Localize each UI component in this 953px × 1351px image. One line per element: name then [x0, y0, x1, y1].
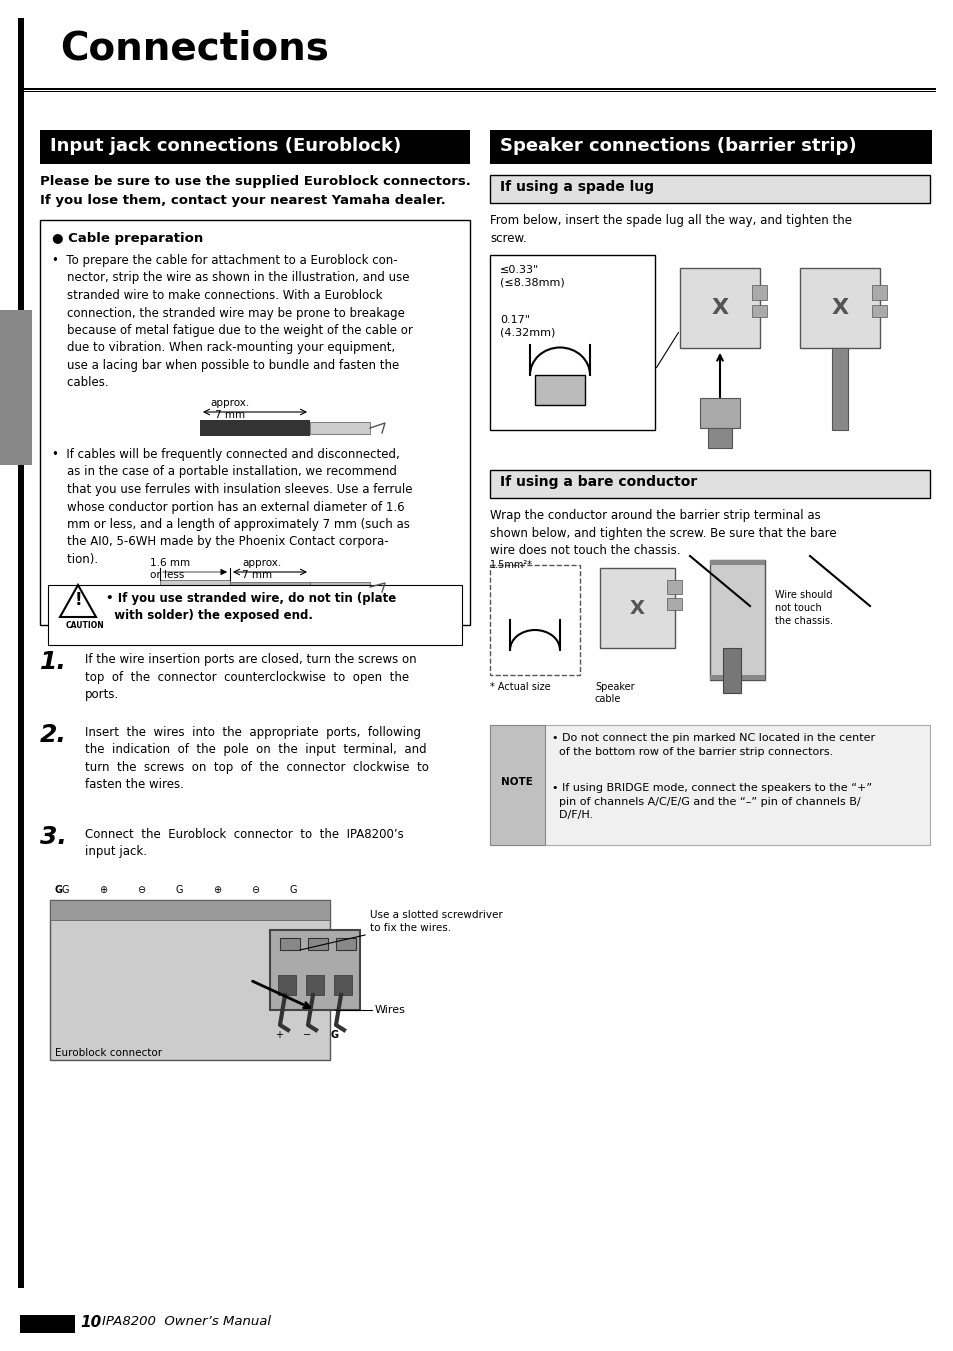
Bar [679, 267, 760, 349]
Bar [50, 900, 330, 920]
Bar [0, 309, 32, 465]
Text: ● Cable preparation: ● Cable preparation [52, 232, 203, 245]
Bar [709, 561, 764, 565]
Bar [306, 975, 324, 994]
Text: Speaker
cable: Speaker cable [595, 682, 634, 704]
Bar [18, 18, 24, 1288]
Text: * Actual size: * Actual size [490, 682, 550, 692]
Bar [40, 220, 470, 626]
Bar [48, 585, 461, 644]
Bar [871, 305, 886, 317]
Text: Wire should
not touch
the chassis.: Wire should not touch the chassis. [774, 590, 832, 626]
Text: 3.: 3. [40, 825, 67, 848]
Text: X: X [831, 299, 847, 317]
Text: ⊖: ⊖ [251, 885, 259, 894]
Bar [535, 376, 584, 405]
Bar [800, 267, 879, 349]
Text: approx.
7 mm: approx. 7 mm [211, 399, 250, 420]
Text: Input jack connections (Euroblock): Input jack connections (Euroblock) [50, 136, 401, 155]
Bar [666, 580, 681, 594]
Bar [707, 428, 731, 449]
Text: !: ! [74, 590, 82, 609]
Text: 10: 10 [80, 1315, 101, 1329]
Text: X: X [711, 299, 728, 317]
Bar [200, 420, 310, 436]
Bar [490, 725, 544, 844]
Text: Use a slotted screwdriver
to fix the wires.: Use a slotted screwdriver to fix the wir… [370, 911, 502, 932]
Text: ⊕: ⊕ [99, 885, 107, 894]
Bar [308, 938, 328, 950]
Bar [277, 975, 295, 994]
Bar [20, 1315, 75, 1333]
Bar [709, 676, 764, 680]
Polygon shape [60, 585, 96, 617]
Bar [666, 598, 681, 611]
Text: 2.: 2. [40, 723, 67, 747]
Text: Wires: Wires [375, 1005, 405, 1015]
Bar [709, 561, 764, 680]
Text: approx.
7 mm: approx. 7 mm [242, 558, 281, 581]
Bar [335, 938, 355, 950]
Text: 1.5mm²*: 1.5mm²* [490, 561, 533, 570]
Bar [310, 422, 370, 434]
Text: ⊖: ⊖ [137, 885, 145, 894]
Text: Insert  the  wires  into  the  appropriate  ports,  following
the  indication  o: Insert the wires into the appropriate po… [85, 725, 429, 792]
Text: ≤0.33"
(≤8.38mm): ≤0.33" (≤8.38mm) [499, 265, 564, 288]
Text: • If using BRIDGE mode, connect the speakers to the “+”
  pin of channels A/C/E/: • If using BRIDGE mode, connect the spea… [552, 784, 871, 820]
Text: If using a spade lug: If using a spade lug [499, 180, 654, 195]
Text: If the wire insertion ports are closed, turn the screws on
top  of  the  connect: If the wire insertion ports are closed, … [85, 653, 416, 701]
Text: Connect  the  Euroblock  connector  to  the  IPA8200’s
input jack.: Connect the Euroblock connector to the I… [85, 828, 403, 858]
Bar [18, 88, 935, 91]
Text: •  If cables will be frequently connected and disconnected,
    as in the case o: • If cables will be frequently connected… [52, 449, 412, 566]
Text: G: G [61, 885, 69, 894]
Bar [50, 900, 330, 1061]
Text: X: X [629, 598, 644, 617]
Text: G: G [55, 885, 63, 894]
Bar [751, 305, 766, 317]
Bar [831, 349, 847, 430]
Bar [722, 648, 740, 693]
Text: ⊕: ⊕ [213, 885, 221, 894]
Bar [490, 130, 931, 163]
Text: Connections: Connections [60, 30, 329, 68]
Bar [40, 130, 470, 163]
Text: Wrap the conductor around the barrier strip terminal as
shown below, and tighten: Wrap the conductor around the barrier st… [490, 509, 836, 557]
Text: Please be sure to use the supplied Euroblock connectors.
If you lose them, conta: Please be sure to use the supplied Eurob… [40, 176, 471, 207]
Bar [270, 929, 359, 1011]
Text: −: − [303, 1029, 311, 1040]
Text: • If you use stranded wire, do not tin (plate
  with solder) the exposed end.: • If you use stranded wire, do not tin (… [106, 592, 395, 621]
Text: G: G [331, 1029, 338, 1040]
Bar [334, 975, 352, 994]
Text: From below, insert the spade lug all the way, and tighten the
screw.: From below, insert the spade lug all the… [490, 213, 851, 245]
Text: If using a bare conductor: If using a bare conductor [499, 476, 697, 489]
Bar [490, 725, 929, 844]
Bar [280, 938, 299, 950]
Text: NOTE: NOTE [500, 777, 533, 788]
Text: CAUTION: CAUTION [66, 621, 105, 630]
Bar [490, 255, 655, 430]
Text: 0.17"
(4.32mm): 0.17" (4.32mm) [499, 315, 555, 338]
Bar [871, 285, 886, 300]
Text: • Do not connect the pin marked NC located in the center
  of the bottom row of : • Do not connect the pin marked NC locat… [552, 734, 874, 757]
Bar [230, 582, 310, 592]
Bar [310, 582, 370, 592]
Bar [700, 399, 740, 428]
Text: Speaker connections (barrier strip): Speaker connections (barrier strip) [499, 136, 856, 155]
Text: Euroblock connector: Euroblock connector [55, 1048, 162, 1058]
Text: G: G [289, 885, 296, 894]
Bar [490, 470, 929, 499]
Text: 1.6 mm
or less: 1.6 mm or less [150, 558, 190, 581]
Bar [599, 567, 675, 648]
Bar [160, 580, 230, 594]
Bar [751, 285, 766, 300]
Bar [490, 176, 929, 203]
Bar [490, 565, 579, 676]
Text: 1.: 1. [40, 650, 67, 674]
Text: G: G [175, 885, 183, 894]
Text: •  To prepare the cable for attachment to a Euroblock con-
    nector, strip the: • To prepare the cable for attachment to… [52, 254, 413, 389]
Text: +: + [274, 1029, 283, 1040]
Text: IPA8200  Owner’s Manual: IPA8200 Owner’s Manual [102, 1315, 271, 1328]
